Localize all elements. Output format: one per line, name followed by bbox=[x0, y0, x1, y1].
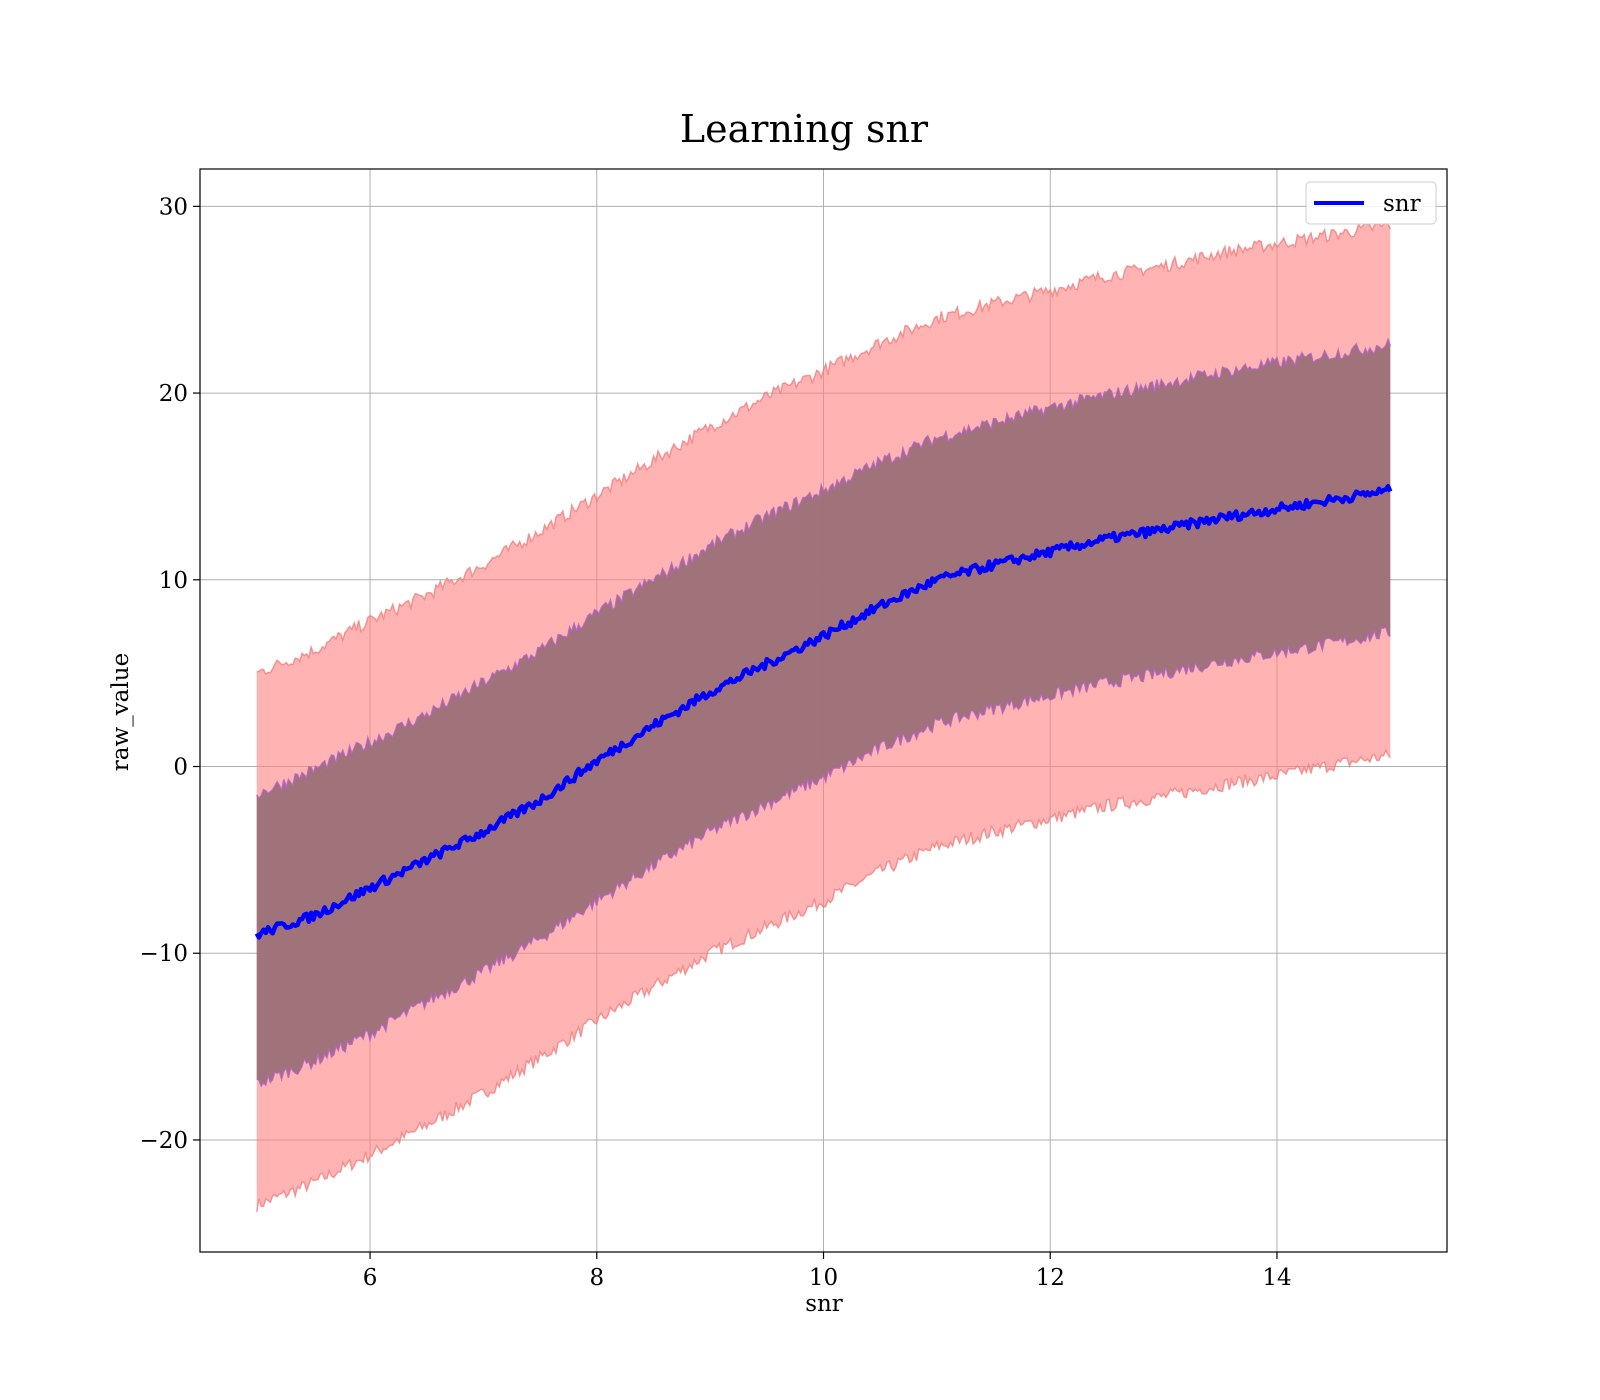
y-tick-label-1: −10 bbox=[139, 941, 188, 967]
x-tick-label-3: 12 bbox=[1036, 1265, 1065, 1291]
outer-band-upper-edge bbox=[256, 222, 1391, 676]
outer-band-lower-edge bbox=[255, 748, 1391, 1213]
x-axis-ticks: 6 8 10 12 14 bbox=[363, 1252, 1292, 1291]
confidence-bands bbox=[255, 222, 1392, 1213]
x-axis-label: snr bbox=[805, 1291, 843, 1317]
y-tick-label-2: 0 bbox=[173, 755, 188, 781]
y-tick-label-4: 20 bbox=[159, 381, 188, 407]
y-tick-label-3: 10 bbox=[159, 568, 188, 594]
y-tick-label-5: 30 bbox=[159, 194, 188, 220]
chart-title: Learning snr bbox=[680, 107, 929, 151]
x-tick-label-4: 14 bbox=[1262, 1265, 1291, 1291]
legend-label-snr: snr bbox=[1383, 191, 1421, 217]
x-tick-label-1: 8 bbox=[589, 1265, 604, 1291]
x-tick-label-2: 10 bbox=[809, 1265, 838, 1291]
legend: snr bbox=[1305, 181, 1437, 225]
inner-band-lower-edge bbox=[256, 625, 1391, 1088]
y-axis-ticks: −20 −10 0 10 20 30 bbox=[139, 194, 200, 1154]
inner-band-fill bbox=[256, 339, 1391, 1086]
inner-band-upper-edge bbox=[256, 336, 1392, 800]
legend-box bbox=[1305, 181, 1437, 225]
x-tick-label-0: 6 bbox=[363, 1265, 378, 1291]
y-axis-label: raw_value bbox=[108, 653, 134, 771]
series-line-snr bbox=[254, 483, 1393, 940]
series-lines bbox=[254, 483, 1393, 940]
y-tick-label-0: −20 bbox=[139, 1128, 188, 1154]
